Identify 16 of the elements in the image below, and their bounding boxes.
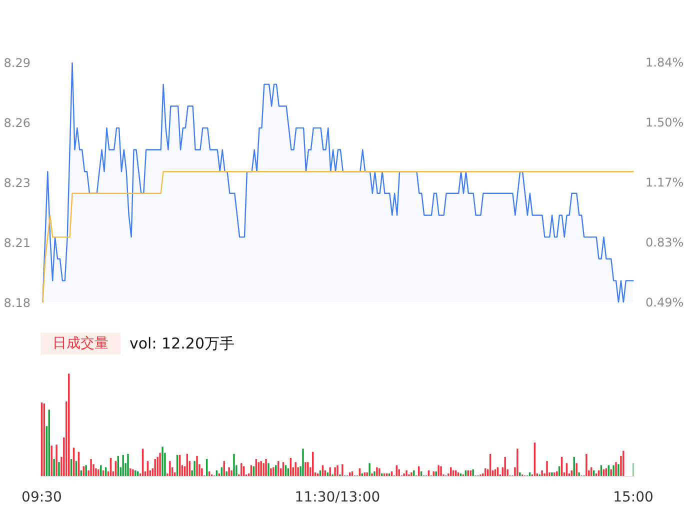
y-tick-label: 8.21 (4, 236, 30, 250)
text: vol: 12.20万手 (130, 334, 234, 352)
y-tick-label: 8.26 (4, 116, 30, 130)
x-tick-label: 11:30/13:00 (294, 490, 380, 506)
x-tick-label: 15:00 (613, 490, 654, 506)
y-tick-label: 8.23 (4, 176, 30, 190)
line-series (42, 170, 634, 302)
x-tick-label: 09:30 (22, 490, 62, 506)
y2-tick-label: 1.84% (646, 56, 684, 70)
text: 日成交量 (52, 336, 108, 352)
y2-tick-label: 1.50% (646, 116, 684, 130)
y2-tick-label: 1.17% (646, 176, 684, 190)
y2-tick-label: 0.49% (646, 296, 684, 310)
y2-tick-label: 0.83% (646, 236, 684, 250)
y-tick-label: 8.29 (4, 56, 30, 70)
y-tick-label: 8.18 (4, 296, 30, 310)
